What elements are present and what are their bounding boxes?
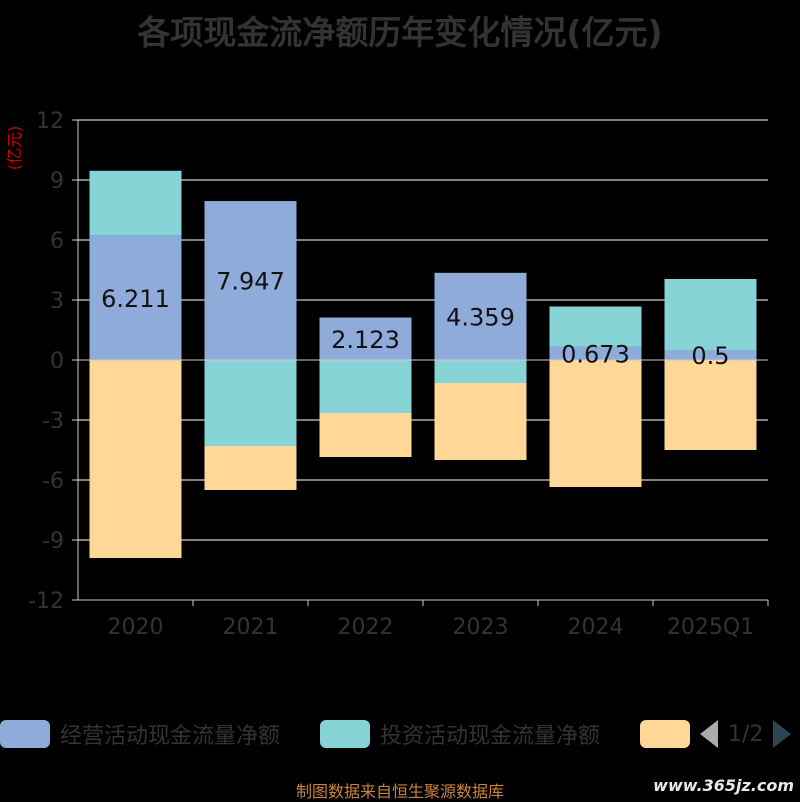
legend-item-investing[interactable]: 投资活动现金流量净额: [320, 716, 600, 752]
data-label-operating-2022: 2.123: [331, 326, 400, 354]
legend-pager: 1/2: [700, 716, 792, 752]
chart-title: 各项现金流净额历年变化情况(亿元): [137, 13, 663, 52]
y-tick-label: 3: [50, 289, 64, 314]
bar-operating-2022: [319, 317, 412, 360]
y-tick-label: 6: [50, 229, 64, 254]
bar-operating-2025Q1: [664, 350, 757, 360]
legend-item-operating[interactable]: 经营活动现金流量净额: [0, 716, 280, 752]
bar-financing-2021: [204, 446, 297, 490]
y-tick-label: -6: [42, 469, 64, 494]
bar-financing-2025Q1: [664, 360, 757, 450]
bar-operating-2020: [89, 235, 182, 360]
data-label-operating-2025Q1: 0.5: [691, 342, 729, 370]
legend-swatch-financing: [640, 720, 690, 748]
y-tick-label: 9: [50, 169, 64, 194]
y-tick-label: -12: [28, 589, 64, 614]
legend-item-financing[interactable]: [640, 716, 700, 752]
x-tick-label: 2025Q1: [667, 615, 754, 640]
bar-investing-2020: [89, 170, 182, 236]
legend-swatch-investing: [320, 720, 370, 748]
chart-plot: (亿元) 12 9 6 3 0 -3 -6 -9 -12 2020 2021 2022 2023 2024…: [5, 109, 769, 640]
bar-investing-2023: [434, 360, 527, 383]
chart-legend: 经营活动现金流量净额 投资活动现金流量净额: [0, 716, 800, 752]
bar-financing-2024: [549, 360, 642, 487]
legend-next-arrow-icon[interactable]: [773, 720, 792, 748]
x-tick-label: 2020: [108, 615, 164, 640]
y-axis-unit-label: (亿元): [5, 126, 24, 171]
bar-operating-2024: [549, 346, 642, 360]
y-tick-label: -9: [42, 529, 64, 554]
data-label-operating-2020: 6.211: [101, 285, 170, 313]
bar-financing-2020: [89, 360, 182, 558]
bar-investing-2025Q1: [664, 279, 757, 350]
legend-prev-arrow-icon[interactable]: [700, 720, 718, 748]
x-tick-label: 2022: [338, 615, 394, 640]
y-tick-label: -3: [42, 409, 64, 434]
y-tick-label: 0: [50, 349, 64, 374]
legend-label-operating: 经营活动现金流量净额: [60, 724, 281, 749]
data-label-operating-2024: 0.673: [561, 340, 630, 368]
legend-label-investing: 投资活动现金流量净额: [380, 724, 601, 749]
bar-financing-2022: [319, 413, 412, 457]
x-tick-label: 2021: [223, 615, 279, 640]
bar-investing-2022: [319, 360, 412, 413]
bar-investing-2024: [549, 306, 642, 347]
data-label-operating-2023: 4.359: [446, 303, 515, 331]
x-tick-label: 2023: [453, 615, 509, 640]
data-source-note: 制图数据来自恒生聚源数据库: [295, 782, 504, 801]
x-tick-label: 2024: [568, 615, 624, 640]
legend-swatch-operating: [0, 720, 50, 748]
bar-financing-2023: [434, 383, 527, 460]
y-tick-label: 12: [36, 109, 64, 134]
watermark: www.365jz.com: [653, 776, 794, 795]
legend-page-indicator: 1/2: [728, 721, 764, 747]
data-label-operating-2021: 7.947: [216, 268, 285, 296]
bar-investing-2021: [204, 360, 297, 446]
bar-operating-2023: [434, 272, 527, 360]
bar-operating-2021: [204, 201, 297, 360]
